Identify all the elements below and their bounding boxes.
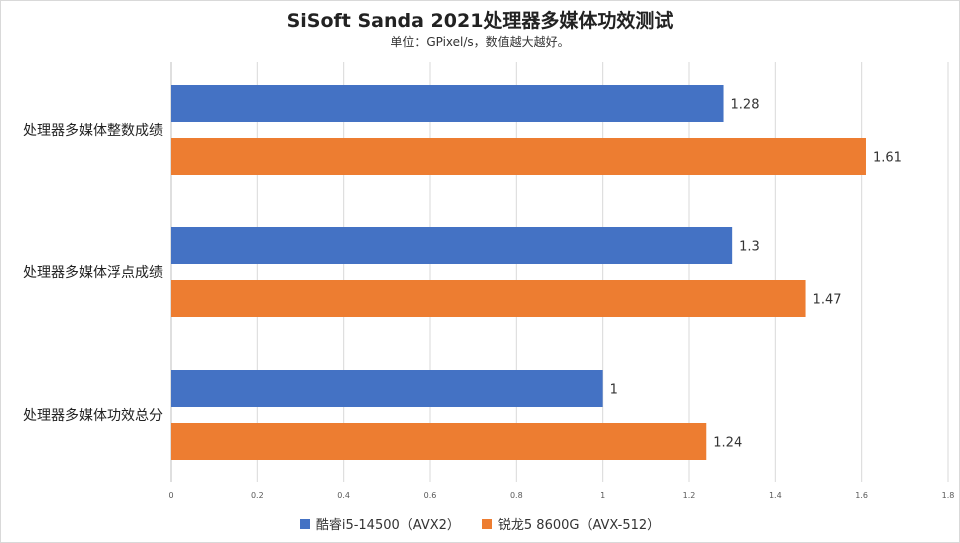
bar-series-2-category-1 [171, 138, 866, 175]
legend-swatch-series-1 [299, 518, 310, 529]
x-tick-label-2: 0.4 [337, 491, 350, 500]
legend-item-series-2: 锐龙5 8600G（AVX-512） [481, 514, 661, 533]
x-tick-label-7: 1.4 [769, 491, 782, 500]
data-label-series-2-category-3: 1.24 [713, 436, 742, 451]
chart-legend: 酷睿i5-14500（AVX2） 锐龙5 8600G（AVX-512） [0, 514, 960, 533]
x-tick-label-3: 0.6 [424, 491, 437, 500]
category-label-3: 处理器多媒体功效总分 [23, 407, 163, 424]
legend-item-series-1: 酷睿i5-14500（AVX2） [299, 514, 460, 533]
x-tick-label-6: 1.2 [683, 491, 696, 500]
data-label-series-1-category-3: 1 [610, 383, 618, 398]
x-tick-label-0: 0 [168, 491, 173, 500]
bar-series-1-category-3 [171, 370, 603, 407]
x-tick-label-8: 1.6 [855, 491, 868, 500]
x-tick-label-1: 0.2 [251, 491, 264, 500]
legend-label-series-2: 锐龙5 8600G（AVX-512） [497, 518, 661, 533]
bar-series-1-category-1 [171, 85, 724, 122]
bar-series-1-category-2 [171, 227, 733, 264]
data-label-series-2-category-1: 1.61 [873, 151, 902, 166]
data-label-series-2-category-2: 1.47 [813, 293, 842, 308]
x-tick-label-5: 1 [600, 491, 605, 500]
category-label-2: 处理器多媒体浮点成绩 [23, 264, 163, 281]
legend-swatch-series-2 [481, 518, 492, 529]
x-tick-label-4: 0.8 [510, 491, 523, 500]
bar-series-2-category-2 [171, 280, 806, 317]
bar-series-2-category-3 [171, 423, 707, 460]
data-label-series-1-category-1: 1.28 [731, 98, 760, 113]
chart-subtitle: 单位：GPixel/s，数值越大越好。 [390, 35, 570, 49]
data-label-series-1-category-2: 1.3 [739, 240, 760, 255]
legend-label-series-1: 酷睿i5-14500（AVX2） [315, 518, 460, 533]
x-tick-label-9: 1.8 [942, 491, 955, 500]
chart-title: SiSoft Sanda 2021处理器多媒体功效测试 [286, 10, 674, 32]
category-label-1: 处理器多媒体整数成绩 [23, 122, 163, 139]
